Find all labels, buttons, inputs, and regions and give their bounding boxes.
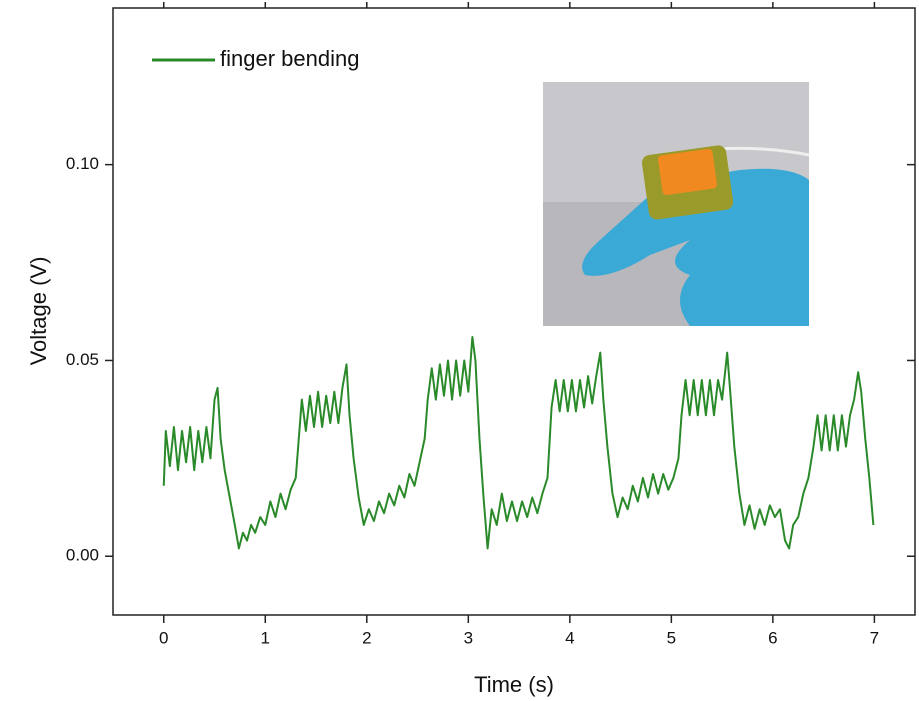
series-line	[162, 335, 875, 550]
x-tick-label: 6	[768, 628, 777, 647]
y-tick-label: 0.00	[66, 546, 99, 565]
x-tick-label: 5	[667, 628, 676, 647]
y-tick-label: 0.10	[66, 154, 99, 173]
x-tick-label: 3	[464, 628, 473, 647]
inset-photo	[543, 82, 810, 326]
x-tick-label: 2	[362, 628, 371, 647]
x-tick-label: 1	[261, 628, 270, 647]
legend-text: finger bending	[220, 46, 359, 71]
x-tick-label: 0	[159, 628, 168, 647]
x-axis-title: Time (s)	[474, 672, 554, 697]
plot-frame	[112, 7, 916, 616]
y-tick-label: 0.05	[66, 350, 99, 369]
x-tick-label: 7	[870, 628, 879, 647]
x-tick-label: 4	[565, 628, 574, 647]
y-axis-title: Voltage (V)	[26, 257, 51, 366]
